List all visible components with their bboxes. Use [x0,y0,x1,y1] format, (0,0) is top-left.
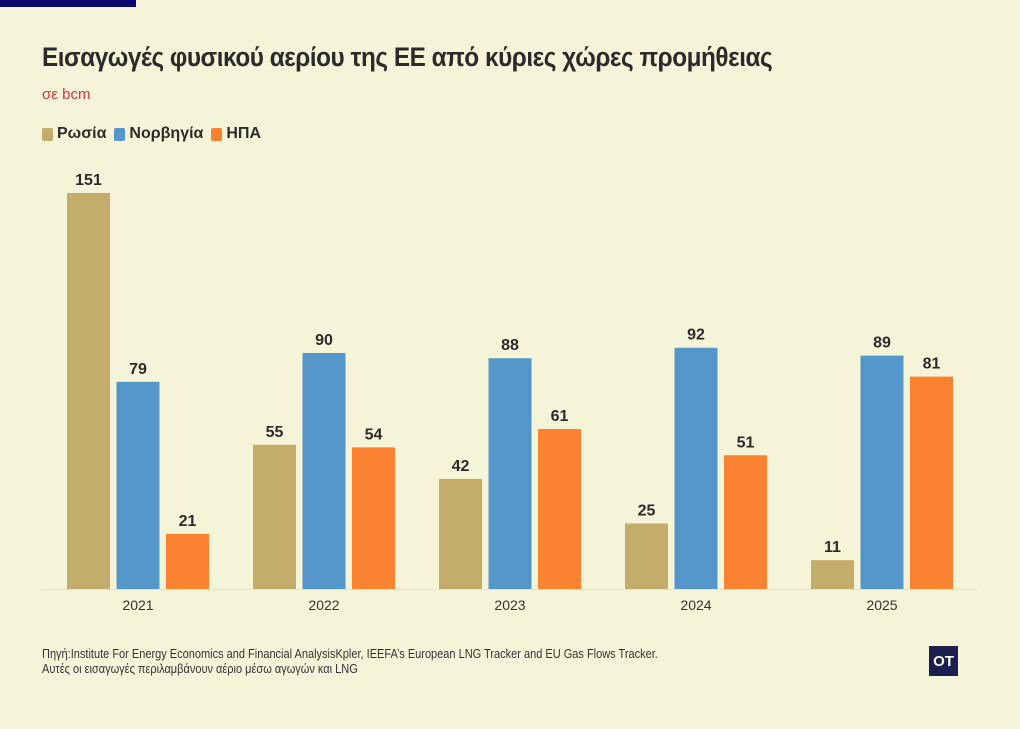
data-label: 81 [923,356,941,373]
x-tick-label: 2025 [866,597,897,613]
legend-label: Νορβηγία [129,125,204,142]
top-accent-bar [0,0,136,7]
legend-item-norway: Νορβηγία [114,125,203,143]
chart-title: Εισαγωγές φυσικού αερίου της ΕΕ από κύρι… [42,42,773,72]
legend: Ρωσία Νορβηγία ΗΠΑ [42,125,261,143]
bar [538,429,581,589]
data-label: 21 [179,513,197,530]
ot-logo: OT [929,646,958,676]
source-line-1: Πηγή:Institute For Energy Economics and … [42,647,658,661]
legend-label: ΗΠΑ [226,125,262,142]
legend-swatch [42,127,53,141]
legend-swatch [114,127,126,141]
data-label: 92 [687,327,705,344]
bar [488,358,532,589]
data-label: 55 [266,424,284,441]
data-label: 89 [873,335,891,352]
data-label: 61 [551,408,569,425]
bar [116,381,160,589]
x-tick-label: 2021 [122,597,153,613]
bar [166,533,209,589]
data-label: 90 [315,332,333,349]
data-label: 42 [452,458,470,475]
legend-swatch [211,127,223,141]
bar [67,193,110,589]
x-tick-label: 2023 [494,597,525,613]
bar [724,455,767,589]
bar [811,560,854,589]
bar [253,444,296,589]
source-note: Πηγή:Institute For Energy Economics and … [42,647,658,677]
data-label: 11 [824,539,841,556]
x-tick-label: 2022 [308,597,339,613]
bar [439,478,482,589]
legend-item-russia: Ρωσία [42,125,106,143]
chart-subtitle: σε bcm [42,86,91,103]
bar [302,352,346,589]
bar [352,447,395,589]
source-line-2: Αυτές οι εισαγωγές περιλαμβάνουν αέριο μ… [42,662,358,676]
x-tick-label: 2024 [680,597,711,613]
data-label: 88 [501,337,519,354]
data-label: 151 [75,172,102,189]
bar [910,376,953,589]
bar [674,347,718,589]
legend-label: Ρωσία [57,125,107,142]
bar [860,355,904,589]
data-label: 25 [638,502,656,519]
bar [625,523,668,589]
legend-item-usa: ΗΠΑ [211,125,261,143]
data-label: 54 [365,426,383,443]
data-label: 79 [129,361,147,378]
data-label: 51 [737,434,755,451]
